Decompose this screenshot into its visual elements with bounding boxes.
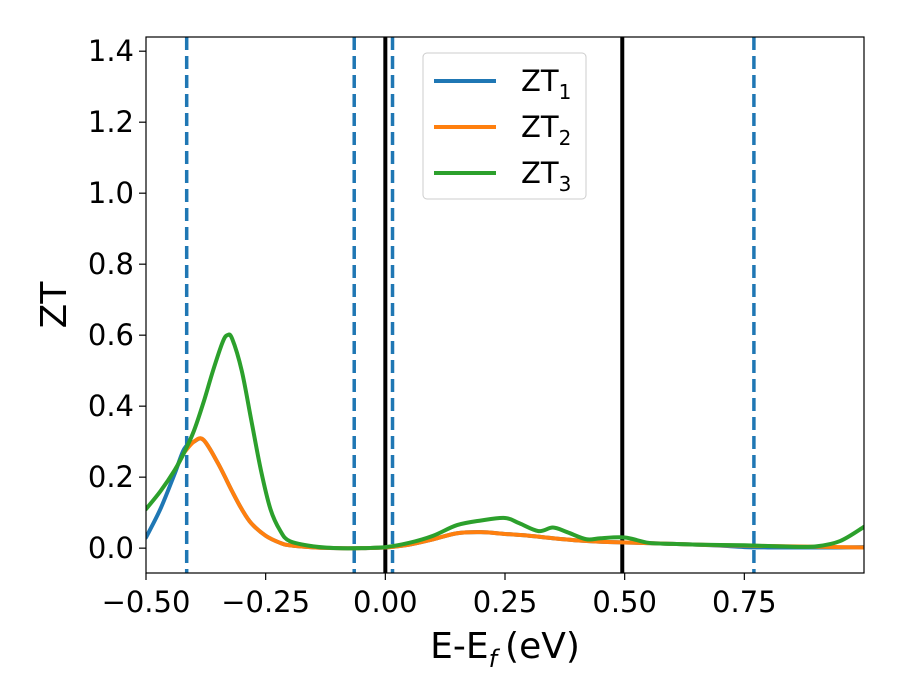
series-line-zt1: [146, 436, 864, 551]
legend-box: [422, 52, 587, 200]
x-axis-label-main: E-E: [430, 626, 488, 667]
x-tick-label: 0.50: [592, 585, 657, 619]
legend: ZT1 ZT2 ZT3: [422, 52, 587, 200]
series-line-zt2: [182, 436, 864, 551]
series-line-zt3: [146, 332, 864, 551]
x-axis-ticks: −0.50 −0.25 0.00 0.25 0.50 0.75: [102, 573, 777, 619]
x-tick-label: 0.00: [353, 585, 418, 619]
x-tick-label: 0.25: [473, 585, 538, 619]
y-tick-label: 1.0: [88, 176, 134, 210]
y-tick-label: 0.8: [88, 247, 134, 281]
y-tick-label: 1.2: [88, 105, 134, 139]
legend-label-zt1: ZT1: [521, 64, 571, 104]
reference-lines: [184, 37, 756, 573]
legend-items: ZT1 ZT2 ZT3: [434, 64, 571, 196]
y-tick-label: 0.2: [88, 460, 134, 494]
y-tick-label: 1.4: [88, 34, 134, 68]
x-axis-label-subscript: f: [489, 645, 501, 673]
legend-label-zt2: ZT2: [521, 110, 571, 150]
x-axis-label-unit: (eV): [505, 626, 580, 667]
y-axis-ticks: 0.0 0.2 0.4 0.6 0.8 1.0 1.2 1.4: [88, 34, 146, 565]
y-tick-label: 0.0: [88, 531, 134, 565]
x-axis-label: E-Ef (eV): [430, 626, 580, 673]
y-tick-label: 0.6: [88, 318, 134, 352]
x-tick-label: 0.75: [712, 585, 777, 619]
y-axis-label: ZT: [34, 281, 75, 329]
x-tick-label: −0.50: [102, 585, 191, 619]
y-tick-label: 0.4: [88, 389, 134, 423]
series-lines: [146, 332, 864, 551]
x-tick-label: −0.25: [221, 585, 310, 619]
legend-label-zt3: ZT3: [521, 156, 571, 196]
